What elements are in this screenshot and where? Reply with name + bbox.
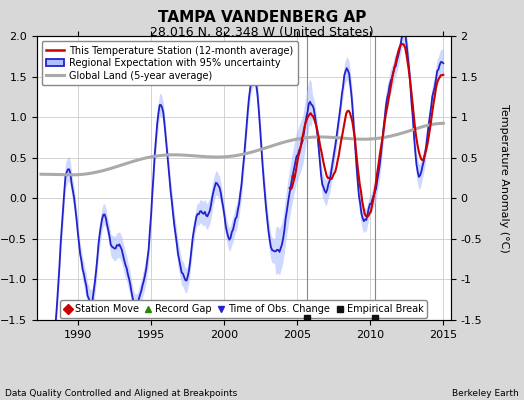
Legend: Station Move, Record Gap, Time of Obs. Change, Empirical Break: Station Move, Record Gap, Time of Obs. C…: [60, 300, 427, 318]
Text: Data Quality Controlled and Aligned at Breakpoints: Data Quality Controlled and Aligned at B…: [5, 389, 237, 398]
Y-axis label: Temperature Anomaly (°C): Temperature Anomaly (°C): [499, 104, 509, 252]
Text: Berkeley Earth: Berkeley Earth: [452, 389, 519, 398]
Text: TAMPA VANDENBERG AP: TAMPA VANDENBERG AP: [158, 10, 366, 25]
Text: 28.016 N, 82.348 W (United States): 28.016 N, 82.348 W (United States): [150, 26, 374, 39]
